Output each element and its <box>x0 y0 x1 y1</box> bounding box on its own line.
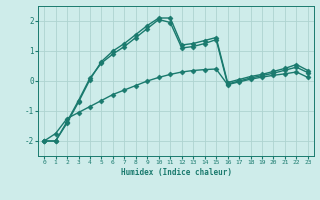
X-axis label: Humidex (Indice chaleur): Humidex (Indice chaleur) <box>121 168 231 177</box>
